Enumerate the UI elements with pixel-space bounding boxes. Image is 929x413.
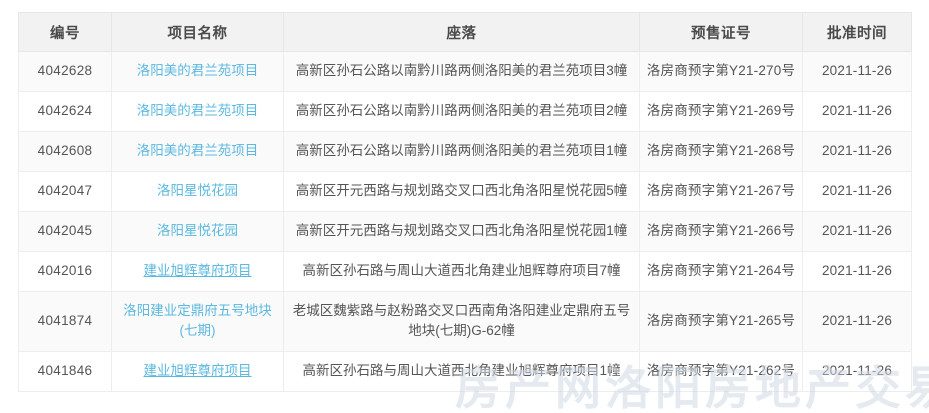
project-name-link[interactable]: 洛阳星悦花园 xyxy=(157,182,238,198)
table-row: 4042047 洛阳星悦花园 高新区开元西路与规划路交叉口西北角洛阳星悦花园5幢 洛房… xyxy=(18,170,912,212)
cell-id: 4041874 xyxy=(18,290,112,353)
cell-project-name: 洛阳建业定鼎府五号地块(七期) xyxy=(111,290,284,353)
cell-approval-date: 2021-11-26 xyxy=(802,210,912,252)
project-name-link[interactable]: 洛阳美的君兰苑项目 xyxy=(136,102,259,118)
cell-id: 4042047 xyxy=(18,170,112,212)
cell-id: 4042624 xyxy=(18,90,112,132)
table-header-row: 编号 项目名称 座落 预售证号 批准时间 xyxy=(18,12,912,52)
cell-project-name: 洛阳美的君兰苑项目 xyxy=(111,51,284,92)
cell-approval-date: 2021-11-26 xyxy=(802,351,912,393)
project-name-link[interactable]: 洛阳美的君兰苑项目 xyxy=(136,63,259,78)
table-row: 4042608 洛阳美的君兰苑项目 高新区孙石公路以南黔川路两侧洛阳美的君兰苑项目1… xyxy=(18,130,912,172)
cell-address: 高新区孙石公路以南黔川路两侧洛阳美的君兰苑项目2幢 xyxy=(283,90,640,132)
cell-approval-date: 2021-11-26 xyxy=(802,290,912,353)
table-row: 4042628 洛阳美的君兰苑项目 高新区孙石公路以南黔川路两侧洛阳美的君兰苑项目3… xyxy=(18,51,912,92)
cell-address: 高新区孙石路与周山大道西北角建业旭辉尊府项目7幢 xyxy=(283,250,640,292)
cell-permit-number: 洛房商预字第Y21-265号 xyxy=(639,290,803,353)
table-row: 4041846 建业旭辉尊府项目 高新区孙石路与周山大道西北角建业旭辉尊府项目1幢洛… xyxy=(18,351,912,393)
cell-id: 4041846 xyxy=(18,351,112,393)
cell-address: 高新区孙石路与周山大道西北角建业旭辉尊府项目1幢 xyxy=(283,351,640,393)
cell-id: 4042016 xyxy=(18,250,112,292)
presale-permit-table: 编号 项目名称 座落 预售证号 批准时间 4042628 洛阳美的君兰苑项目 高新区… xyxy=(18,12,912,393)
table-row: 4042624 洛阳美的君兰苑项目 高新区孙石公路以南黔川路两侧洛阳美的君兰苑项目2… xyxy=(18,90,912,132)
cell-approval-date: 2021-11-26 xyxy=(802,170,912,212)
cell-approval-date: 2021-11-26 xyxy=(802,130,912,172)
cell-address: 老城区魏紫路与赵粉路交叉口西南角洛阳建业定鼎府五号地块(七期)G-62幢 xyxy=(283,290,640,353)
cell-permit-number: 洛房商预字第Y21-270号 xyxy=(639,51,803,92)
cell-id: 4042628 xyxy=(18,51,112,92)
cell-project-name: 建业旭辉尊府项目 xyxy=(111,351,284,393)
cell-approval-date: 2021-11-26 xyxy=(802,250,912,292)
table-header: 编号 项目名称 座落 预售证号 批准时间 xyxy=(18,12,912,52)
cell-project-name: 洛阳美的君兰苑项目 xyxy=(111,90,284,132)
project-name-link[interactable]: 建业旭辉尊府项目 xyxy=(143,363,252,379)
project-name-link[interactable]: 建业旭辉尊府项目 xyxy=(143,262,252,278)
cell-project-name: 洛阳星悦花园 xyxy=(111,170,284,212)
cell-id: 4042045 xyxy=(18,210,112,252)
cell-approval-date: 2021-11-26 xyxy=(802,90,912,132)
column-header-permit: 预售证号 xyxy=(639,12,803,52)
cell-address: 高新区开元西路与规划路交叉口西北角洛阳星悦花园1幢 xyxy=(283,210,640,252)
cell-address: 高新区孙石公路以南黔川路两侧洛阳美的君兰苑项目3幢 xyxy=(283,51,640,92)
table-row: 4041874 洛阳建业定鼎府五号地块(七期) 老城区魏紫路与赵粉路交叉口西南角洛阳… xyxy=(18,290,912,353)
cell-address: 高新区开元西路与规划路交叉口西北角洛阳星悦花园5幢 xyxy=(283,170,640,212)
cell-address: 高新区孙石公路以南黔川路两侧洛阳美的君兰苑项目1幢 xyxy=(283,130,640,172)
cell-permit-number: 洛房商预字第Y21-268号 xyxy=(639,130,803,172)
cell-project-name: 洛阳美的君兰苑项目 xyxy=(111,130,284,172)
cell-permit-number: 洛房商预字第Y21-269号 xyxy=(639,90,803,132)
column-header-name: 项目名称 xyxy=(111,12,284,52)
column-header-date: 批准时间 xyxy=(802,12,912,52)
cell-project-name: 建业旭辉尊府项目 xyxy=(111,250,284,292)
cell-permit-number: 洛房商预字第Y21-262号 xyxy=(639,351,803,393)
cell-approval-date: 2021-11-26 xyxy=(802,51,912,92)
cell-permit-number: 洛房商预字第Y21-264号 xyxy=(639,250,803,292)
cell-permit-number: 洛房商预字第Y21-267号 xyxy=(639,170,803,212)
column-header-addr: 座落 xyxy=(283,12,640,52)
project-name-link[interactable]: 洛阳星悦花园 xyxy=(157,222,238,238)
cell-project-name: 洛阳星悦花园 xyxy=(111,210,284,252)
cell-id: 4042608 xyxy=(18,130,112,172)
project-name-link[interactable]: 洛阳建业定鼎府五号地块(七期) xyxy=(123,302,272,339)
table-row: 4042016 建业旭辉尊府项目 高新区孙石路与周山大道西北角建业旭辉尊府项目7幢洛… xyxy=(18,250,912,292)
table-row: 4042045 洛阳星悦花园 高新区开元西路与规划路交叉口西北角洛阳星悦花园1幢 洛房… xyxy=(18,210,912,252)
project-name-link[interactable]: 洛阳美的君兰苑项目 xyxy=(136,142,259,158)
column-header-id: 编号 xyxy=(18,12,112,52)
table-body: 4042628 洛阳美的君兰苑项目 高新区孙石公路以南黔川路两侧洛阳美的君兰苑项目3… xyxy=(18,51,912,393)
cell-permit-number: 洛房商预字第Y21-266号 xyxy=(639,210,803,252)
